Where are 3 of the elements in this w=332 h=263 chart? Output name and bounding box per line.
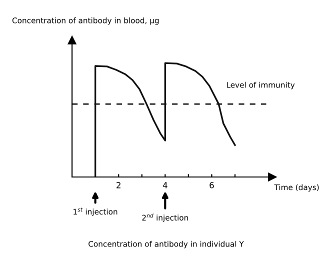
x-tick-label: 4 [162,182,168,188]
x-tick-label: 2 [116,182,120,188]
x-tick-label: 6 [210,182,214,188]
